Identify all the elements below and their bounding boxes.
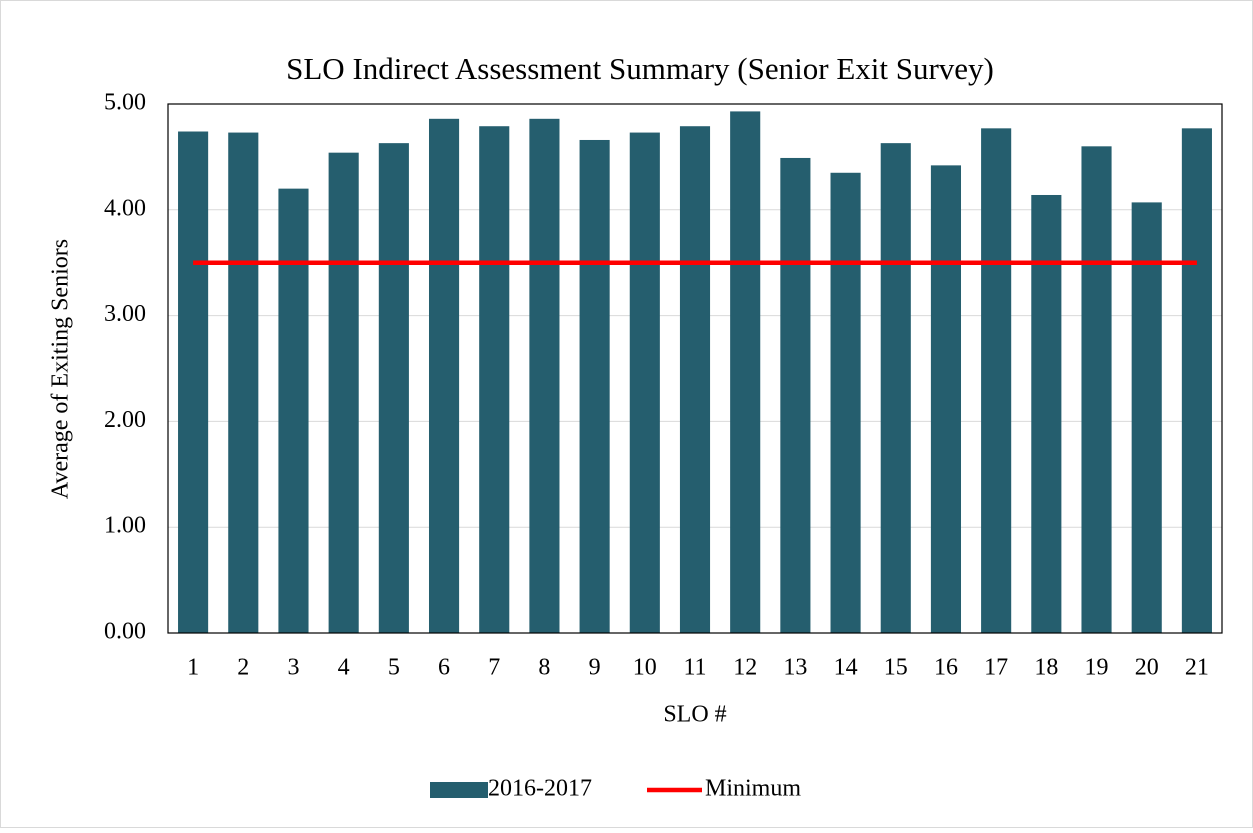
y-tick-label: 4.00: [104, 195, 146, 221]
x-tick-label: 4: [338, 655, 350, 681]
x-tick-label: 15: [884, 655, 908, 681]
bar: [529, 118, 560, 633]
bar: [228, 132, 259, 634]
x-tick-label: 1: [187, 655, 199, 681]
y-tick-label: 0.00: [104, 619, 146, 645]
x-tick-label: 19: [1085, 655, 1109, 681]
bar: [328, 152, 359, 633]
y-tick-label: 5.00: [104, 90, 146, 116]
bar: [930, 165, 962, 633]
x-tick-label: 11: [683, 655, 706, 681]
x-tick-label: 9: [589, 655, 601, 681]
bar: [479, 126, 510, 633]
y-tick-label: 1.00: [104, 513, 146, 539]
legend-label: Minimum: [705, 776, 801, 802]
x-tick-label: 20: [1135, 655, 1159, 681]
bar: [730, 111, 761, 633]
bar: [378, 143, 409, 633]
legend-label: 2016-2017: [488, 776, 592, 802]
bar: [1131, 202, 1162, 634]
bar: [880, 143, 911, 633]
bar: [981, 128, 1012, 634]
bar: [679, 126, 711, 633]
bar: [1031, 194, 1062, 633]
plot-frame: [167, 103, 1223, 634]
y-tick-label: 3.00: [104, 301, 146, 327]
x-tick-label: 6: [438, 655, 450, 681]
y-tick-label: 2.00: [104, 407, 146, 433]
x-tick-label: 7: [488, 655, 500, 681]
bar: [579, 139, 610, 634]
x-tick-label: 14: [834, 655, 858, 681]
bar: [428, 118, 460, 633]
y-axis-title: Average of Exiting Seniors: [48, 239, 74, 499]
x-tick-label: 16: [934, 655, 958, 681]
x-tick-label: 12: [733, 655, 757, 681]
bar: [629, 132, 660, 634]
x-tick-label: 5: [388, 655, 400, 681]
x-tick-label: 18: [1034, 655, 1058, 681]
x-tick-label: 8: [538, 655, 550, 681]
chart-title: SLO Indirect Assessment Summary (Senior …: [286, 51, 994, 86]
x-tick-label: 2: [237, 655, 249, 681]
bar: [1081, 146, 1112, 633]
bar: [830, 172, 861, 633]
x-tick-label: 3: [287, 655, 299, 681]
x-tick-label: 13: [783, 655, 807, 681]
x-tick-label: 21: [1185, 655, 1209, 681]
x-axis-title: SLO #: [663, 702, 726, 728]
x-tick-label: 17: [984, 655, 1008, 681]
bar: [1181, 128, 1212, 634]
x-tick-label: 10: [633, 655, 657, 681]
legend-swatch: [430, 782, 488, 798]
bar: [278, 188, 309, 633]
bar: [178, 131, 209, 633]
bar: [780, 157, 811, 633]
